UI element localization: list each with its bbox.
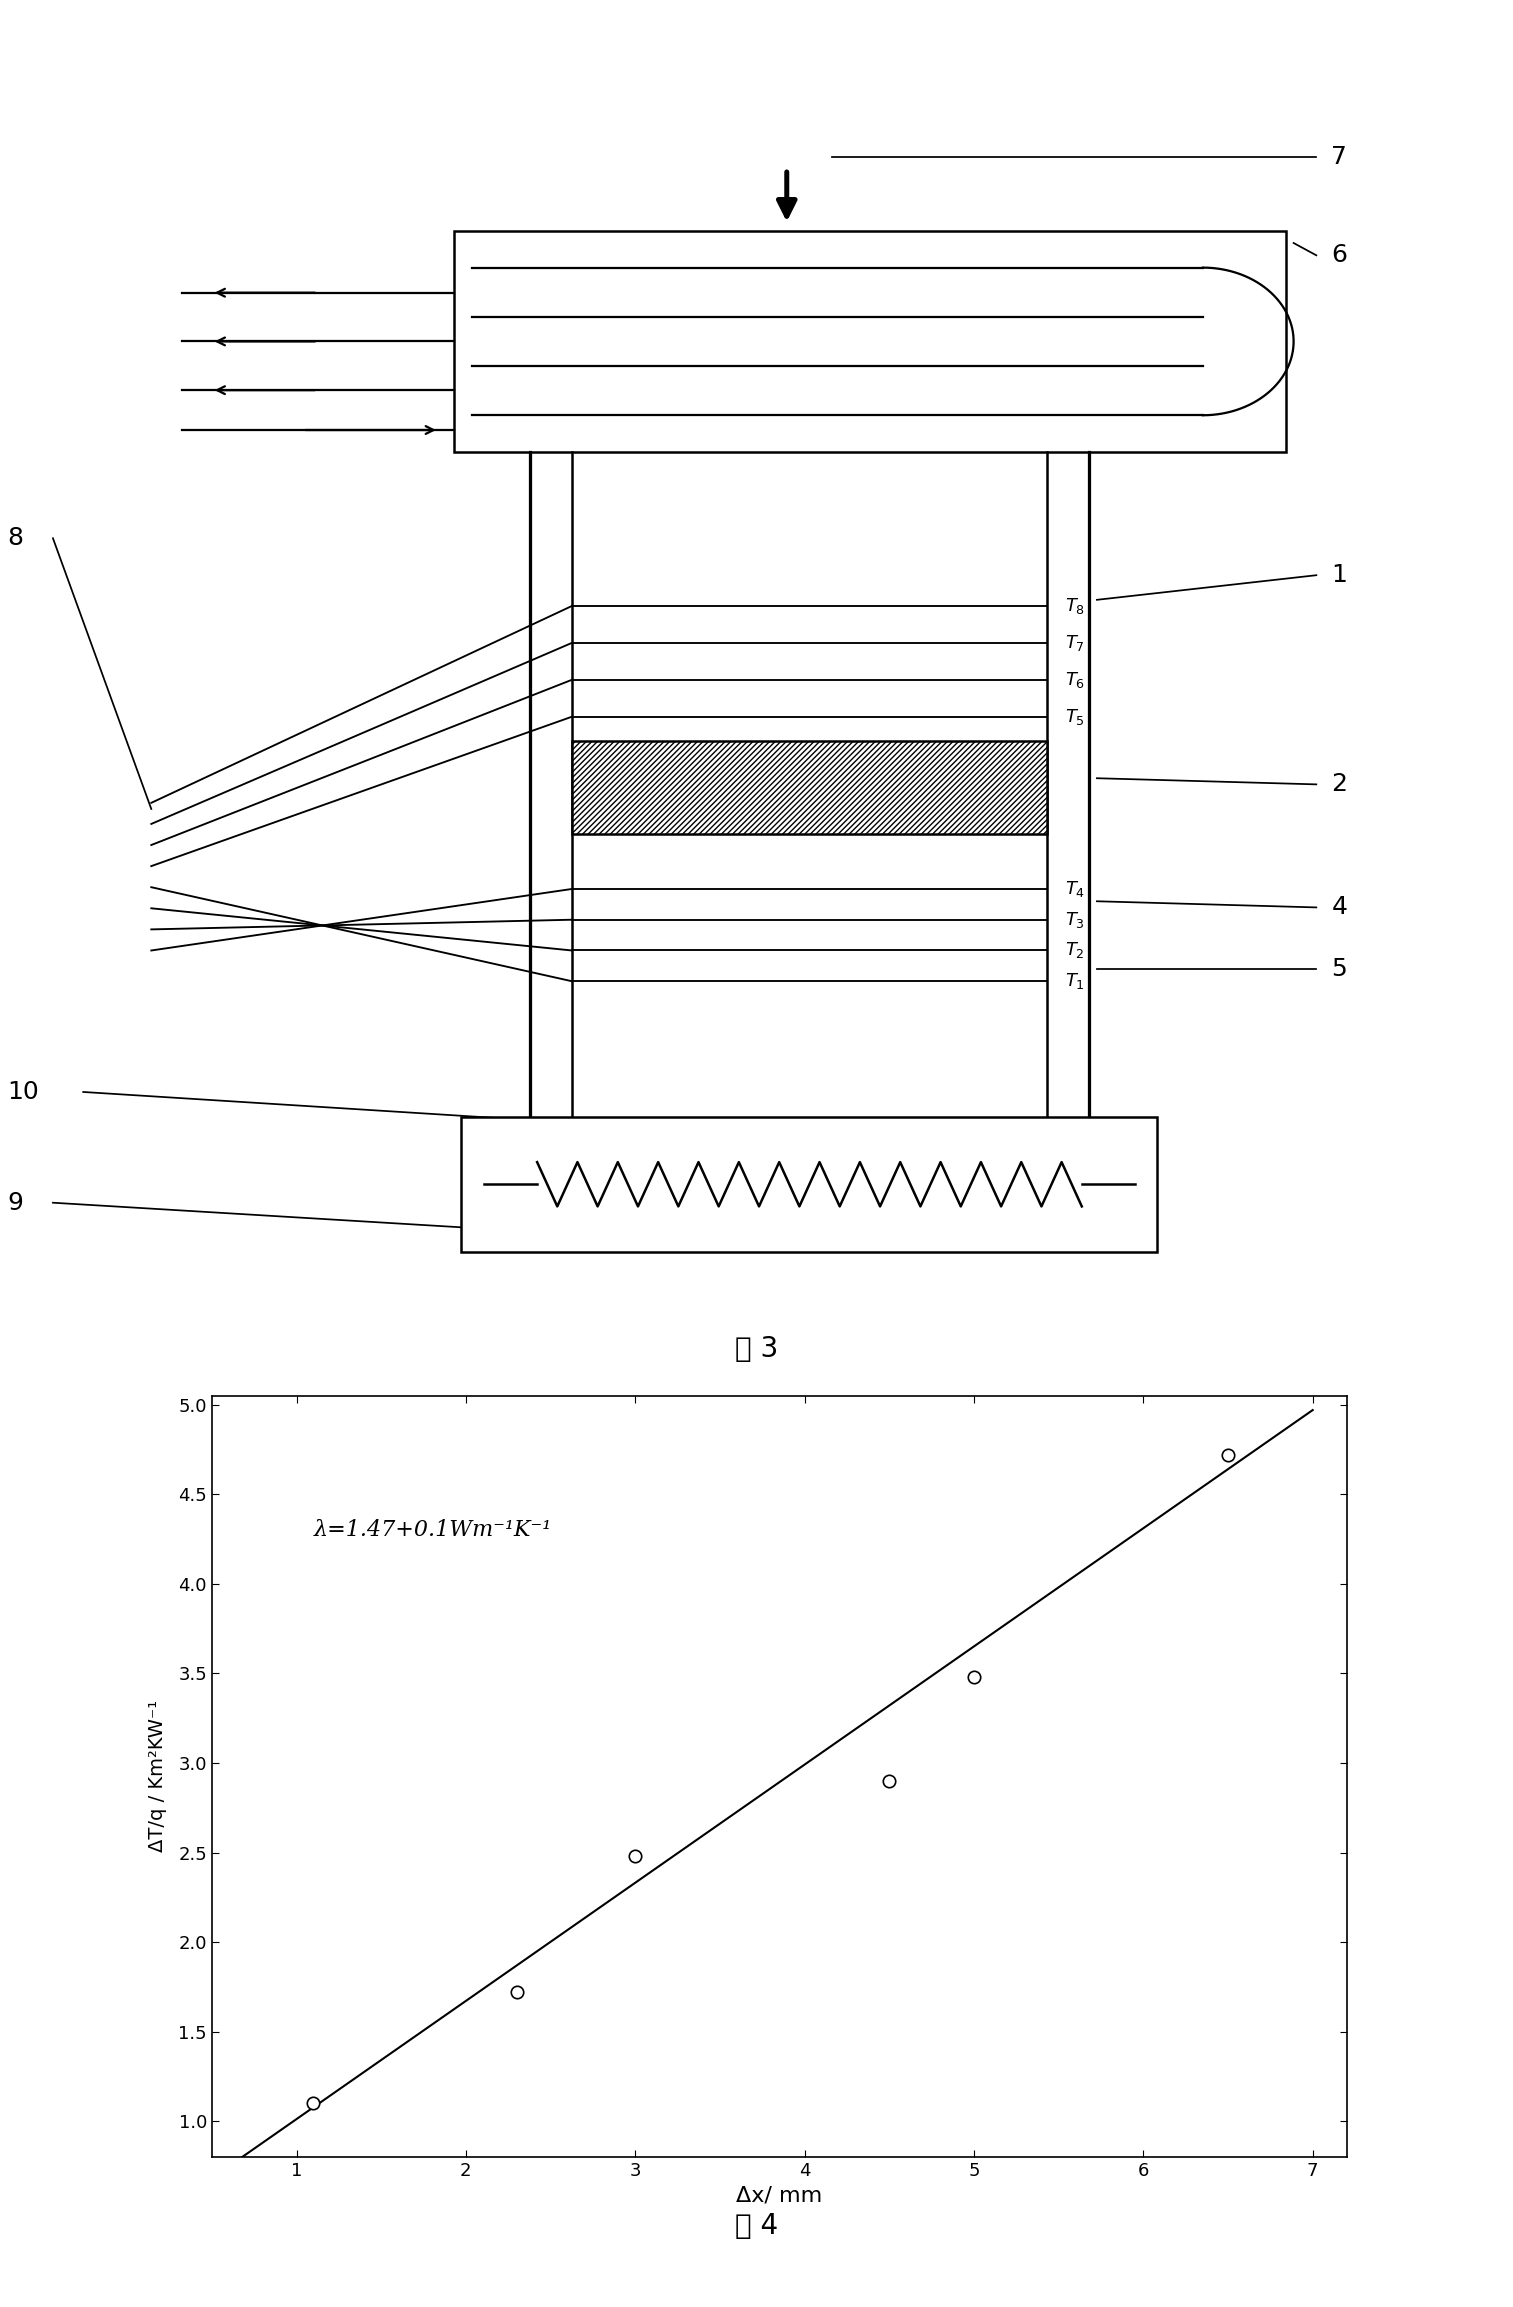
Text: $T_8$: $T_8$ <box>1065 595 1085 616</box>
Point <box>962 1659 986 1696</box>
Point <box>1216 1437 1241 1474</box>
Text: 9: 9 <box>8 1190 23 1216</box>
Bar <box>572 741 1047 833</box>
Text: 7: 7 <box>1331 145 1347 168</box>
Bar <box>461 1117 1157 1253</box>
Text: 8: 8 <box>8 526 24 551</box>
Bar <box>454 231 1286 452</box>
Text: 4: 4 <box>1331 895 1348 920</box>
Point <box>504 1975 528 2012</box>
Text: $T_6$: $T_6$ <box>1065 669 1085 690</box>
Y-axis label: ΔT/q / Km²KW⁻¹: ΔT/q / Km²KW⁻¹ <box>148 1700 166 1853</box>
Text: $T_4$: $T_4$ <box>1065 879 1085 900</box>
Point <box>878 1763 902 1799</box>
Text: $T_5$: $T_5$ <box>1065 706 1085 727</box>
Text: 图 3: 图 3 <box>735 1336 778 1363</box>
Text: 图 4: 图 4 <box>735 2212 778 2240</box>
Text: $T_7$: $T_7$ <box>1065 632 1085 653</box>
Point <box>623 1839 648 1876</box>
Text: $T_2$: $T_2$ <box>1065 941 1085 960</box>
Text: $T_3$: $T_3$ <box>1065 909 1085 930</box>
Text: 5: 5 <box>1331 957 1347 980</box>
Point <box>301 2086 325 2122</box>
Text: 1: 1 <box>1331 563 1347 588</box>
Text: λ=1.47+0.1Wm⁻¹K⁻¹: λ=1.47+0.1Wm⁻¹K⁻¹ <box>313 1518 552 1541</box>
X-axis label: Δx/ mm: Δx/ mm <box>735 2185 823 2205</box>
Text: 6: 6 <box>1331 242 1348 268</box>
Text: 10: 10 <box>8 1080 39 1105</box>
Text: 2: 2 <box>1331 773 1348 796</box>
Text: $T_1$: $T_1$ <box>1065 971 1085 992</box>
